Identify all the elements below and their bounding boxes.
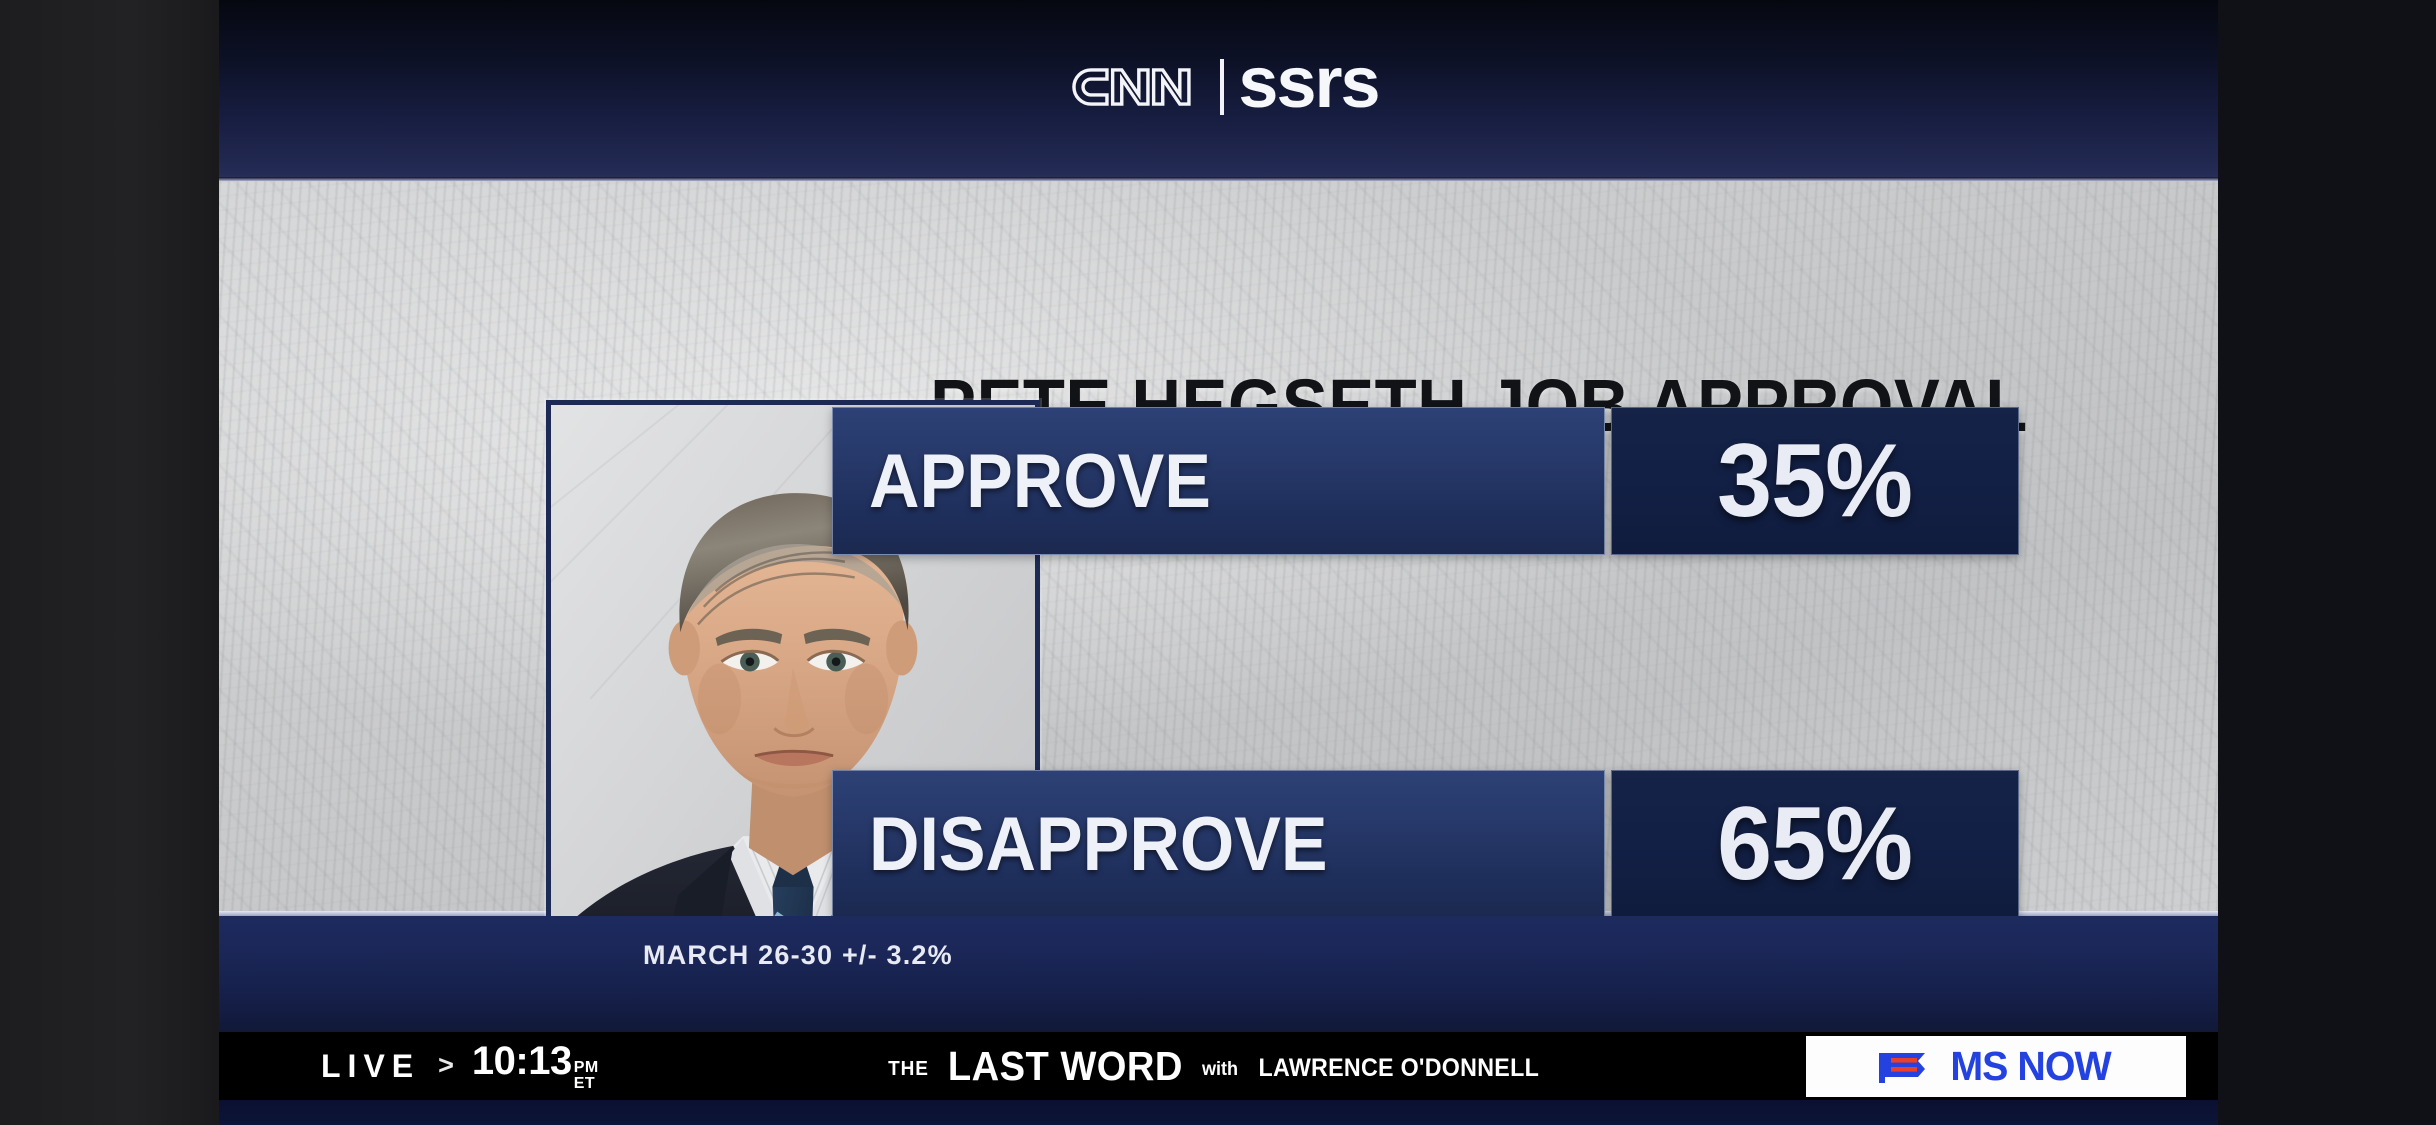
- msnow-wordmark: MS NOW: [1950, 1043, 2112, 1089]
- live-clock-block: LIVE > 10:13 PM ET: [321, 1032, 599, 1100]
- msnow-logo-box[interactable]: MS NOW: [1806, 1036, 2186, 1097]
- clock-suffix: PM ET: [573, 1059, 599, 1092]
- letterbox-left: [0, 0, 219, 1125]
- table-row: DISAPPROVE 65%: [832, 770, 2218, 916]
- msnow-flag-icon: [1879, 1052, 1926, 1083]
- bar-value: 35%: [1717, 422, 1914, 539]
- chevron-right-icon: >: [438, 1049, 454, 1080]
- value-box-disapprove: 65%: [1611, 770, 2019, 916]
- bar-label: APPROVE: [869, 438, 1211, 524]
- bar-approve: APPROVE: [832, 407, 1605, 555]
- logo-divider: [1220, 58, 1225, 115]
- ssrs-logo-text: ssrs: [1238, 43, 1380, 124]
- poll-source-note: MARCH 26-30 +/- 3.2%: [643, 940, 953, 970]
- bar-label: DISAPPROVE: [869, 801, 1328, 887]
- poll-graphic-panel: PETE HEGSETH JOB APPROVAL: [219, 181, 2218, 916]
- bottom-ticker: LIVE > 10:13 PM ET THE LAST WORD with LAWR…: [219, 1032, 2218, 1100]
- show-the-label: THE: [888, 1057, 930, 1080]
- clock-time: 10:13 PM ET: [472, 1039, 599, 1092]
- bar-disapprove: DISAPPROVE: [832, 770, 1605, 916]
- poll-footer-band: MARCH 26-30 +/- 3.2%: [219, 911, 2218, 1032]
- live-label: LIVE: [321, 1047, 421, 1084]
- show-host-name: LAWRENCE O'DONNELL: [1258, 1053, 1540, 1082]
- cnn-logo-icon: [1072, 67, 1192, 106]
- bottom-edge-band: [219, 1100, 2218, 1125]
- value-box-approve: 35%: [1611, 407, 2019, 555]
- cnn-ssrs-logo: ssrs: [1058, 43, 1381, 124]
- bar-value: 65%: [1717, 785, 1914, 902]
- clock-meridiem: PM: [573, 1059, 599, 1077]
- clock-timezone: ET: [573, 1074, 596, 1092]
- letterbox-right: [2218, 0, 2436, 1125]
- show-with-label: with: [1202, 1059, 1239, 1080]
- clock-digits: 10:13: [471, 1039, 572, 1084]
- show-name: LAST WORD: [948, 1042, 1184, 1089]
- broadcast-frame: ssrs PETE HEGSETH JOB APPROVAL: [219, 0, 2218, 1125]
- table-row: APPROVE 35%: [832, 407, 2218, 555]
- network-header: ssrs: [219, 0, 2218, 181]
